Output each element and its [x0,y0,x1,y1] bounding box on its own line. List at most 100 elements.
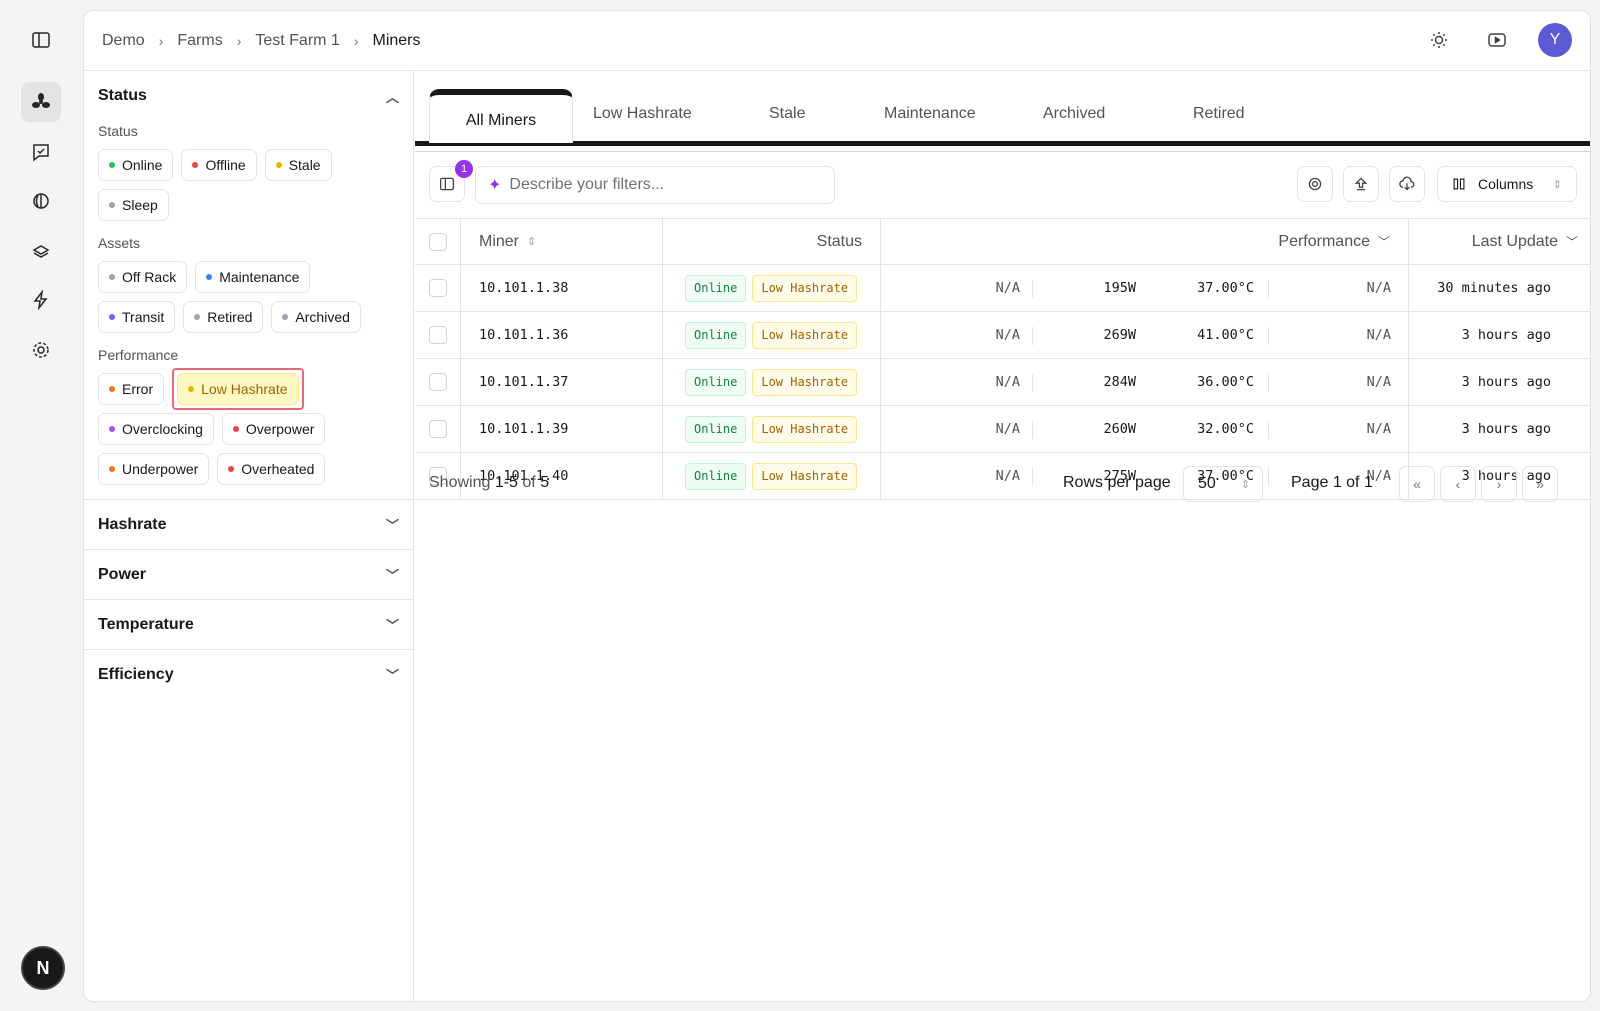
breadcrumb-demo[interactable]: Demo [102,31,145,49]
chip-overpower[interactable]: Overpower [221,413,326,445]
ai-filter-input[interactable]: ✦ Describe your filters... [475,166,835,204]
miner-ip[interactable]: 10.101.1.37 [479,374,569,390]
row-checkbox[interactable] [429,265,447,311]
next-page-button[interactable]: › [1481,466,1517,502]
table-row[interactable]: 10.101.1.37 Online Low Hashrate N/A 284W 36.0… [415,359,1590,406]
chip-overclocking[interactable]: Overclocking [98,413,214,445]
status-section-header[interactable]: Status ︿ [84,71,413,121]
settings-gear-icon[interactable] [21,330,61,370]
user-avatar[interactable]: Y [1538,23,1572,57]
col-divider [1408,453,1409,499]
miner-ip[interactable]: 10.101.1.38 [479,280,569,296]
view-target-button[interactable] [1297,166,1333,202]
table-row[interactable]: 10.101.1.38 Online Low Hashrate N/A 195W 37.0… [415,265,1590,312]
tab-archived[interactable]: Archived [1043,105,1106,122]
status-group-label: Status [98,123,138,139]
chip-online[interactable]: Online [98,149,174,181]
row-checkbox[interactable] [429,312,447,358]
breadcrumb-farms[interactable]: Farms [177,31,223,49]
col-divider [460,312,461,358]
status-dot [228,466,235,472]
chip-offline[interactable]: Offline [181,149,257,181]
miner-ip[interactable]: 10.101.1.40 [479,468,569,484]
col-divider [662,265,663,311]
chip-sleep[interactable]: Sleep [98,189,169,221]
pools-icon[interactable] [21,181,61,221]
status-dot [109,202,115,208]
columns-icon [1453,178,1465,190]
table-row[interactable]: 10.101.1.36 Online Low Hashrate N/A 269W 41.0… [415,312,1590,359]
checkbox-box [429,420,447,438]
last-page-button[interactable]: » [1522,466,1558,502]
chip-overheated[interactable]: Overheated [217,453,326,485]
col-divider [880,359,881,405]
chip-maintenance[interactable]: Maintenance [195,261,311,293]
row-checkbox[interactable] [429,406,447,452]
columns-label: Columns [1478,176,1534,192]
chevron-left-icon: ‹ [1455,476,1461,492]
theme-sun-icon[interactable] [1422,23,1456,57]
temperature-value: 37.00°C [1197,280,1254,296]
performance-column-header[interactable]: Performance ﹀ [880,219,1390,264]
power-value: 275W [1103,468,1136,484]
cloud-download-button[interactable] [1389,166,1425,202]
miner-ip[interactable]: 10.101.1.39 [479,421,569,437]
row-checkbox[interactable] [429,359,447,405]
hashrate-accordion[interactable]: Hashrate ﹀ [84,499,413,549]
chip-off-rack[interactable]: Off Rack [98,261,188,293]
prev-page-button[interactable]: ‹ [1440,466,1476,502]
tab-all-miners[interactable]: All Miners [429,89,573,143]
miner-column-header[interactable]: Miner ⇕ [479,219,536,264]
columns-button[interactable]: Columns ⇕ [1437,166,1577,202]
first-page-button[interactable]: « [1399,466,1435,502]
tab-stale[interactable]: Stale [769,105,806,122]
temperature-accordion[interactable]: Temperature ﹀ [84,599,413,649]
chip-stale[interactable]: Stale [264,149,332,181]
hashrate-value: N/A [995,468,1020,484]
col-divider [1408,219,1409,264]
col-divider [662,406,663,452]
toggle-filters-button[interactable]: 1 [429,160,473,202]
status-column-header[interactable]: Status [662,219,862,264]
online-badge: Online [685,415,747,443]
rows-per-page-value: 50 [1198,475,1216,492]
row-checkbox[interactable] [429,453,447,499]
select-all-checkbox[interactable] [429,219,447,264]
hashrate-value: N/A [995,327,1020,343]
table-row[interactable]: 10.101.1.39 Online Low Hashrate N/A 260W 32.0… [415,406,1590,453]
workspace-avatar[interactable]: N [21,946,65,990]
upload-button[interactable] [1343,166,1379,202]
tab-low-hashrate[interactable]: Low Hashrate [593,105,692,122]
reports-icon[interactable] [21,132,61,172]
table-body: 10.101.1.38 Online Low Hashrate N/A 195W 37.0… [415,265,1590,500]
hardware-icon[interactable] [21,231,61,271]
power-accordion[interactable]: Power ﹀ [84,549,413,599]
updown-icon: ⇕ [1552,178,1562,191]
sparkle-icon: ✦ [488,177,502,194]
table-row[interactable]: 10.101.1.40 Online Low Hashrate N/A 275W 37.0… [415,453,1590,500]
last-update-column-header[interactable]: Last Update ﹀ [1408,219,1578,264]
breadcrumb-farm[interactable]: Test Farm 1 [255,31,340,49]
miner-ip[interactable]: 10.101.1.36 [479,327,569,343]
tab-maintenance[interactable]: Maintenance [884,105,976,122]
efficiency-accordion[interactable]: Efficiency ﹀ [84,649,413,699]
chip-underpower[interactable]: Underpower [98,453,210,485]
checkbox-box [429,326,447,344]
chip-label: Retired [207,309,253,325]
performance-group-label: Performance [98,347,179,363]
chip-low-hashrate[interactable]: Low Hashrate [177,373,299,405]
toggle-sidebar-icon[interactable] [21,20,61,60]
tab-divider [415,151,1590,152]
miners-fan-icon[interactable] [21,82,61,122]
chip-error[interactable]: Error [98,373,165,405]
main-panel: Demo › Farms › Test Farm 1 › Miners Y St… [83,10,1591,1002]
automation-bolt-icon[interactable] [21,280,61,320]
status-chips: Online Offline Stale Sleep [84,149,384,221]
chip-retired[interactable]: Retired [183,301,264,333]
video-play-icon[interactable] [1480,23,1514,57]
efficiency-value: N/A [1366,327,1391,343]
chip-archived[interactable]: Archived [271,301,361,333]
tab-retired[interactable]: Retired [1193,105,1245,122]
rows-per-page-select[interactable]: 50 ⇕ [1183,466,1263,502]
chip-transit[interactable]: Transit [98,301,176,333]
